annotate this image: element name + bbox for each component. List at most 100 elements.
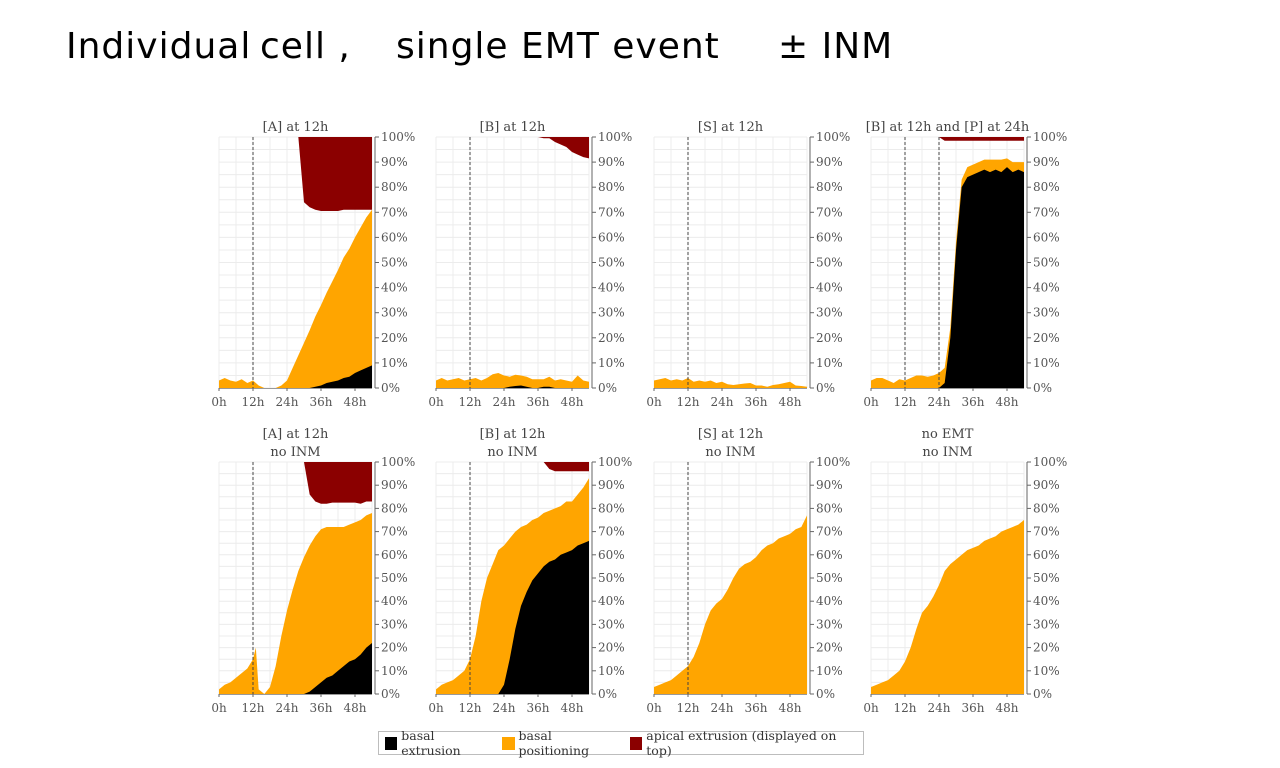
legend-swatch-apical-extrusion [630,736,643,750]
y-tick-label: 40% [381,281,408,295]
subplot-title: [B] at 12h [480,120,546,135]
heading-part: Individual [66,26,252,67]
y-tick-label: 70% [381,205,408,219]
x-tick-label: 12h [894,701,917,715]
y-tick-label: 30% [816,306,843,320]
y-tick-label: 50% [381,571,408,585]
y-tick-label: 100% [598,455,632,469]
y-tick-label: 40% [816,281,843,295]
apical-extrusion-area [219,137,372,212]
y-tick-label: 100% [816,130,850,144]
subplot-title: [S] at 12h [698,120,764,135]
y-tick-label: 10% [816,356,843,370]
y-tick-label: 60% [598,548,625,562]
y-tick-label: 30% [1033,306,1060,320]
y-tick-label: 50% [598,571,625,585]
subplot-6: 0% 10% 20% 30% 40% 50% 60% 70% 80% 90% 100% 0h 12h 24… [428,427,632,715]
y-tick-label: 10% [598,356,625,370]
basal-extrusion-area [219,365,372,388]
basal-positioning-area [219,209,372,388]
x-tick-label: 12h [677,395,700,409]
x-tick-label: 24h [276,701,299,715]
y-tick-label: 0% [1033,687,1052,701]
y-tick-label: 10% [1033,356,1060,370]
y-tick-label: 90% [816,155,843,169]
subplot-3: 0% 10% 20% 30% 40% 50% 60% 70% 80% 90% 100% 0h 12h 24… [646,120,850,409]
basal-extrusion-area [436,385,589,388]
chart-legend: basal extrusion basal positioning apical… [378,728,864,758]
x-tick-label: 48h [779,395,802,409]
x-tick-label: 36h [745,701,768,715]
x-tick-label: 0h [646,701,662,715]
subplot-4: 0% 10% 20% 30% 40% 50% 60% 70% 80% 90% 100% 0h 12h 24… [863,120,1067,409]
x-tick-label: 36h [310,395,333,409]
y-tick-label: 70% [816,525,843,539]
y-tick-label: 40% [598,281,625,295]
legend-swatch-basal-positioning [502,736,515,750]
y-tick-label: 30% [816,617,843,631]
x-tick-label: 36h [527,395,550,409]
y-tick-label: 40% [1033,281,1060,295]
subplot-title: no INM [487,445,537,460]
y-tick-label: 0% [598,381,617,395]
y-tick-label: 20% [598,331,625,345]
y-tick-label: 50% [1033,571,1060,585]
subplot-title: no INM [922,445,972,460]
basal-positioning-area [654,515,807,694]
y-tick-label: 40% [598,594,625,608]
y-tick-label: 60% [1033,230,1060,244]
y-tick-label: 10% [816,664,843,678]
y-tick-label: 30% [598,306,625,320]
y-tick-label: 80% [381,501,408,515]
x-tick-label: 12h [242,395,265,409]
x-tick-label: 0h [211,395,227,409]
y-tick-label: 0% [381,381,400,395]
y-tick-label: 30% [381,617,408,631]
heading-part: cell , [260,26,351,67]
x-tick-label: 0h [646,395,662,409]
x-tick-label: 48h [344,395,367,409]
y-tick-label: 20% [816,331,843,345]
y-tick-label: 80% [1033,501,1060,515]
subplot-title: no INM [705,445,755,460]
x-tick-label: 48h [561,701,584,715]
y-tick-label: 90% [1033,155,1060,169]
y-tick-label: 100% [381,130,415,144]
x-tick-label: 12h [459,395,482,409]
y-tick-label: 50% [816,256,843,270]
y-tick-label: 10% [1033,664,1060,678]
y-tick-label: 80% [598,501,625,515]
handwritten-heading: Individual cell , single EMT event ± INM [60,18,960,78]
y-tick-label: 0% [598,687,617,701]
x-tick-label: 36h [527,701,550,715]
x-tick-label: 24h [493,395,516,409]
subplot-7: 0% 10% 20% 30% 40% 50% 60% 70% 80% 90% 100% 0h 12h 24… [646,427,850,715]
subplot-title: [A] at 12h [263,427,329,442]
x-tick-label: 48h [561,395,584,409]
legend-label: apical extrusion (displayed on top) [646,728,837,758]
x-tick-label: 0h [211,701,227,715]
heading-part: single EMT event [396,26,720,67]
y-tick-label: 40% [381,594,408,608]
subplot-1: 0% 10% 20% 30% 40% 50% 60% 70% 80% 90% 100% 0h 12h 24… [211,120,415,409]
y-tick-label: 0% [816,381,835,395]
y-tick-label: 80% [1033,180,1060,194]
subplot-title: [B] at 12h and [P] at 24h [866,120,1030,135]
basal-positioning-area [654,377,807,388]
x-tick-label: 48h [344,701,367,715]
x-tick-label: 0h [863,701,879,715]
basal-extrusion-area [436,540,589,694]
y-tick-label: 70% [1033,205,1060,219]
basal-positioning-area [871,520,1024,694]
y-tick-label: 80% [381,180,408,194]
x-tick-label: 24h [493,701,516,715]
y-tick-label: 60% [381,548,408,562]
y-tick-label: 10% [598,664,625,678]
apical-extrusion-area [436,462,589,472]
y-tick-label: 30% [381,306,408,320]
y-tick-label: 90% [1033,478,1060,492]
y-tick-label: 80% [816,501,843,515]
x-tick-label: 36h [310,701,333,715]
y-tick-label: 10% [381,356,408,370]
subplot-2: 0% 10% 20% 30% 40% 50% 60% 70% 80% 90% 100% 0h 12h 24… [428,120,632,409]
